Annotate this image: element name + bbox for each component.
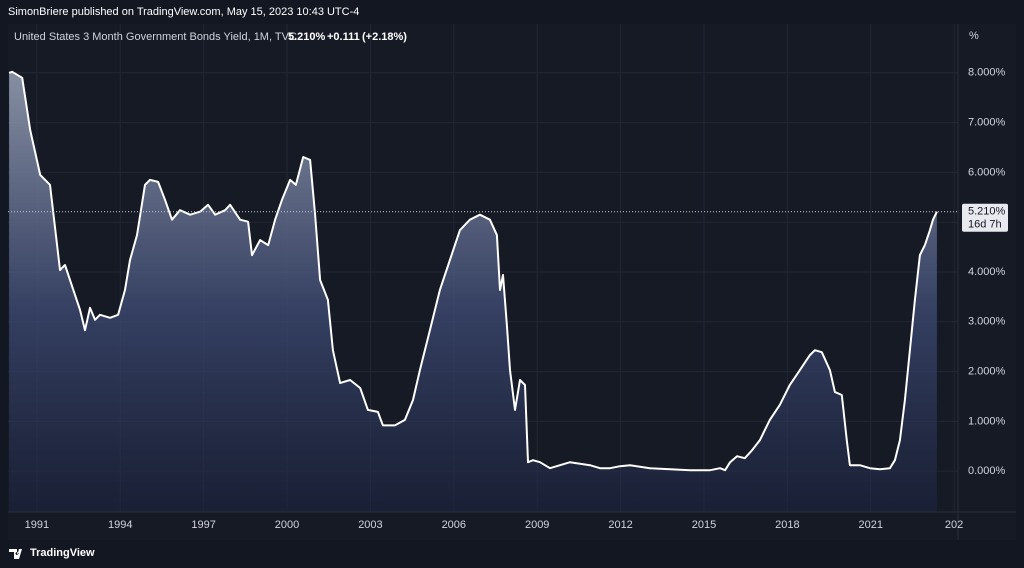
x-tick-label: 2003	[358, 519, 382, 531]
x-tick-label: 2006	[442, 519, 466, 531]
y-unit: %	[969, 30, 979, 42]
plot	[8, 70, 938, 513]
x-tick-label: 2009	[525, 519, 549, 531]
legend-last: 5.210%	[288, 31, 326, 43]
last-price-label: 5.210%	[968, 206, 1006, 218]
legend-change-pct: (+2.18%)	[362, 31, 407, 43]
line	[8, 70, 938, 472]
last-price-badge	[962, 203, 1008, 232]
x-tick-label: 202	[945, 519, 963, 531]
y-tick-label: 6.000%	[968, 166, 1006, 178]
x-tick-label: 2015	[692, 519, 716, 531]
y-tick-label: 8.000%	[968, 67, 1006, 79]
x-tick-label: 2021	[858, 519, 882, 531]
countdown: 16d 7h	[968, 219, 1002, 231]
x-tick-label: 2012	[608, 519, 632, 531]
x-tick-label: 2018	[775, 519, 799, 531]
y-tick-label: 1.000%	[968, 415, 1006, 427]
x-tick-label: 1994	[108, 519, 132, 531]
y-tick-label: 0.000%	[968, 465, 1006, 477]
legend-name: United States 3 Month Government Bonds Y…	[14, 31, 297, 43]
logo-icon	[9, 549, 22, 559]
area-fill	[9, 71, 937, 513]
x-tick-label: 1997	[191, 519, 215, 531]
y-tick-label: 7.000%	[968, 117, 1006, 129]
x-tick-label: 2000	[275, 519, 299, 531]
y-tick-label: 4.000%	[968, 266, 1006, 278]
publisher-line: SimonBriere published on TradingView.com…	[8, 6, 359, 18]
x-tick-label: 1991	[25, 519, 49, 531]
y-tick-label: 2.000%	[968, 365, 1006, 377]
logo-text: TradingView	[30, 547, 95, 559]
legend-change: +0.111	[327, 31, 360, 43]
tradingview-logo: TradingView	[9, 547, 95, 559]
y-tick-label: 3.000%	[968, 316, 1006, 328]
